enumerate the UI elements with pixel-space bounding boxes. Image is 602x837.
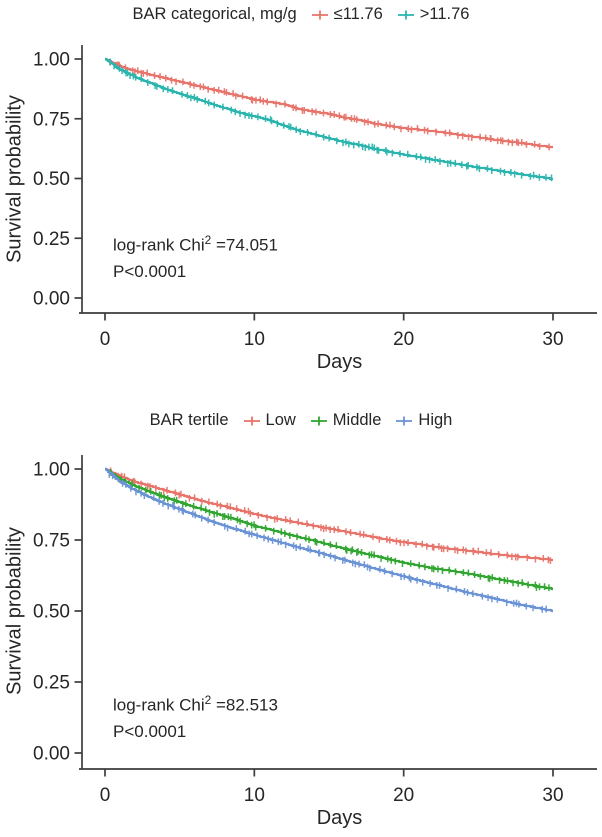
stat-annotation: log-rank Chi2 =82.513 P<0.0001 xyxy=(113,687,278,745)
svg-text:10: 10 xyxy=(244,329,265,350)
pvalue-text: P<0.0001 xyxy=(113,261,187,281)
legend-label: >11.76 xyxy=(419,5,470,23)
legend-entry: High xyxy=(394,411,452,430)
censor-plus-icon xyxy=(310,416,327,425)
svg-text:30: 30 xyxy=(542,785,563,806)
km-plot-bar-tertile: 1.00 0.75 0.50 0.25 0.00 0 10 20 30 BAR tertile … xyxy=(0,410,602,837)
y-axis-title: Survival probability xyxy=(3,527,26,695)
svg-text:0: 0 xyxy=(100,785,111,806)
x-axis-title: Days xyxy=(316,351,363,373)
legend-label: ≤11.76 xyxy=(333,5,383,23)
svg-text:0.50: 0.50 xyxy=(33,602,70,623)
svg-text:20: 20 xyxy=(393,329,414,350)
svg-text:0.00: 0.00 xyxy=(33,289,70,310)
svg-text:30: 30 xyxy=(542,329,563,350)
legend-entry: Middle xyxy=(309,411,382,430)
svg-text:0.75: 0.75 xyxy=(33,531,70,552)
svg-text:0.25: 0.25 xyxy=(33,229,70,250)
legend-entry: >11.76 xyxy=(396,5,470,24)
logrank-text: log-rank Chi2 =82.513 xyxy=(113,693,278,715)
legend-entry: Low xyxy=(242,411,296,430)
legend-label: Low xyxy=(265,411,296,429)
legend-title: BAR categorical, mg/g xyxy=(132,5,297,23)
logrank-text: log-rank Chi2 =74.051 xyxy=(113,233,278,255)
svg-text:0.75: 0.75 xyxy=(33,109,70,130)
legend-title: BAR tertile xyxy=(149,411,229,429)
pvalue-text: P<0.0001 xyxy=(113,721,187,741)
svg-text:0.25: 0.25 xyxy=(33,673,70,694)
censor-plus-icon xyxy=(243,416,260,425)
svg-text:1.00: 1.00 xyxy=(33,50,70,71)
y-axis-title: Survival probability xyxy=(3,95,26,263)
legend-label: High xyxy=(418,411,453,429)
legend-label: Middle xyxy=(332,411,382,429)
legend-entry: ≤11.76 xyxy=(310,5,383,24)
legend-top: BAR categorical, mg/g ≤11.76 >11.76 xyxy=(0,5,602,24)
svg-text:0: 0 xyxy=(100,329,111,350)
x-axis-title: Days xyxy=(316,807,363,829)
svg-text:0.00: 0.00 xyxy=(33,744,70,765)
censor-plus-icon xyxy=(396,416,413,425)
legend-bottom: BAR tertile Low Middle High xyxy=(0,411,602,430)
plot-area-bottom: 1.00 0.75 0.50 0.25 0.00 0 10 20 30 xyxy=(33,455,597,806)
svg-text:0.50: 0.50 xyxy=(33,169,70,190)
censor-plus-icon xyxy=(397,10,414,19)
svg-text:1.00: 1.00 xyxy=(33,460,70,481)
svg-text:20: 20 xyxy=(393,785,414,806)
censor-plus-icon xyxy=(311,10,328,19)
km-plot-bar-categorical: 1.00 0.75 0.50 0.25 0.00 0 10 20 30 BAR categori… xyxy=(0,0,602,410)
svg-text:10: 10 xyxy=(244,785,265,806)
stat-annotation: log-rank Chi2 =74.051 P<0.0001 xyxy=(113,227,278,285)
plot-area-top: 1.00 0.75 0.50 0.25 0.00 0 10 20 30 xyxy=(33,45,597,350)
